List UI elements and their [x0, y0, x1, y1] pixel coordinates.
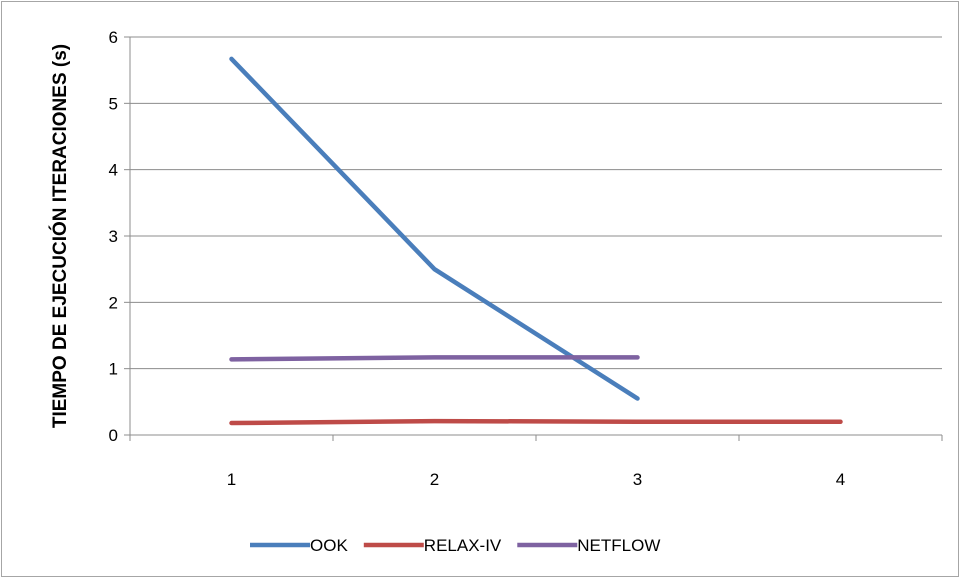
y-tick-label: 3 — [109, 227, 118, 246]
x-tick-label: 4 — [836, 470, 845, 489]
legend-label-relax-iv: RELAX-IV — [424, 536, 502, 555]
y-tick-label: 0 — [109, 426, 118, 445]
legend: OOK RELAX-IV NETFLOW — [250, 536, 660, 555]
y-tick-label: 1 — [109, 360, 118, 379]
legend-label-ook: OOK — [310, 536, 348, 555]
axes — [124, 36, 943, 441]
x-tick-label: 2 — [430, 470, 439, 489]
series-line-ook — [229, 56, 640, 401]
y-tick-label: 2 — [109, 293, 118, 312]
y-tick-label: 4 — [109, 161, 118, 180]
series-line-netflow — [229, 355, 640, 362]
tick-labels: 0 1 2 3 4 5 6 1 2 3 4 — [109, 28, 846, 489]
x-tick-label: 3 — [633, 470, 642, 489]
x-tick-label: 1 — [227, 470, 236, 489]
series-line-relax-iv — [229, 418, 843, 426]
gridlines — [130, 36, 942, 370]
y-tick-label: 5 — [109, 94, 118, 113]
y-axis-title: TIEMPO DE EJECUCIÓN ITERACIONES (s) — [49, 44, 71, 428]
legend-label-netflow: NETFLOW — [577, 536, 660, 555]
y-tick-label: 6 — [109, 28, 118, 47]
series-lines — [229, 56, 843, 426]
